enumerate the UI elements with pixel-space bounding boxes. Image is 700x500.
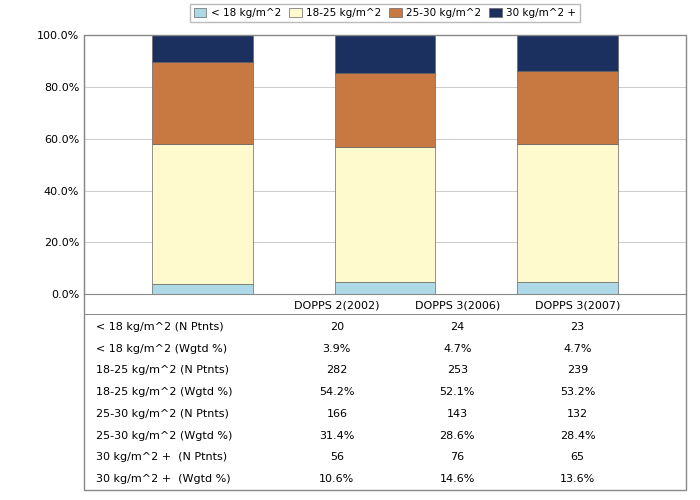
Text: 30 kg/m^2 +  (Wgtd %): 30 kg/m^2 + (Wgtd %) — [96, 474, 231, 484]
Bar — [517, 70, 617, 144]
Text: 53.2%: 53.2% — [560, 387, 595, 397]
Text: 14.6%: 14.6% — [440, 474, 475, 484]
Bar — [517, 36, 617, 70]
Text: 10.6%: 10.6% — [319, 474, 354, 484]
Bar — [153, 34, 253, 62]
Bar — [517, 144, 617, 282]
Text: < 18 kg/m^2 (Wgtd %): < 18 kg/m^2 (Wgtd %) — [96, 344, 228, 353]
Legend: < 18 kg/m^2, 18-25 kg/m^2, 25-30 kg/m^2, 30 kg/m^2 +: < 18 kg/m^2, 18-25 kg/m^2, 25-30 kg/m^2,… — [190, 4, 580, 22]
Bar — [335, 282, 435, 294]
Text: 253: 253 — [447, 366, 468, 376]
Text: 30 kg/m^2 +  (N Ptnts): 30 kg/m^2 + (N Ptnts) — [96, 452, 228, 462]
Text: 239: 239 — [567, 366, 588, 376]
Text: 25-30 kg/m^2 (Wgtd %): 25-30 kg/m^2 (Wgtd %) — [96, 430, 232, 440]
Text: 3.9%: 3.9% — [323, 344, 351, 353]
Bar — [335, 35, 435, 73]
Text: 23: 23 — [570, 322, 584, 332]
Text: 132: 132 — [567, 409, 588, 419]
Bar — [335, 147, 435, 282]
Text: 54.2%: 54.2% — [319, 387, 355, 397]
Text: 24: 24 — [450, 322, 464, 332]
Text: 18-25 kg/m^2 (N Ptnts): 18-25 kg/m^2 (N Ptnts) — [96, 366, 229, 376]
Text: 65: 65 — [570, 452, 584, 462]
Bar — [335, 73, 435, 147]
Text: 28.6%: 28.6% — [440, 430, 475, 440]
Text: DOPPS 3(2007): DOPPS 3(2007) — [535, 300, 620, 310]
Text: 166: 166 — [326, 409, 347, 419]
Bar — [517, 282, 617, 294]
Text: DOPPS 2(2002): DOPPS 2(2002) — [294, 300, 379, 310]
Text: 25-30 kg/m^2 (N Ptnts): 25-30 kg/m^2 (N Ptnts) — [96, 409, 229, 419]
Bar — [153, 284, 253, 294]
Text: 52.1%: 52.1% — [440, 387, 475, 397]
Text: 13.6%: 13.6% — [560, 474, 595, 484]
Text: < 18 kg/m^2 (N Ptnts): < 18 kg/m^2 (N Ptnts) — [96, 322, 224, 332]
Text: 143: 143 — [447, 409, 468, 419]
Text: 282: 282 — [326, 366, 347, 376]
Bar — [153, 144, 253, 284]
Text: 4.7%: 4.7% — [443, 344, 472, 353]
Text: 76: 76 — [450, 452, 464, 462]
Text: 56: 56 — [330, 452, 344, 462]
Text: 31.4%: 31.4% — [319, 430, 354, 440]
Text: 4.7%: 4.7% — [564, 344, 592, 353]
Text: 28.4%: 28.4% — [560, 430, 596, 440]
Text: 18-25 kg/m^2 (Wgtd %): 18-25 kg/m^2 (Wgtd %) — [96, 387, 232, 397]
Text: DOPPS 3(2006): DOPPS 3(2006) — [414, 300, 500, 310]
Text: 20: 20 — [330, 322, 344, 332]
Bar — [153, 62, 253, 144]
